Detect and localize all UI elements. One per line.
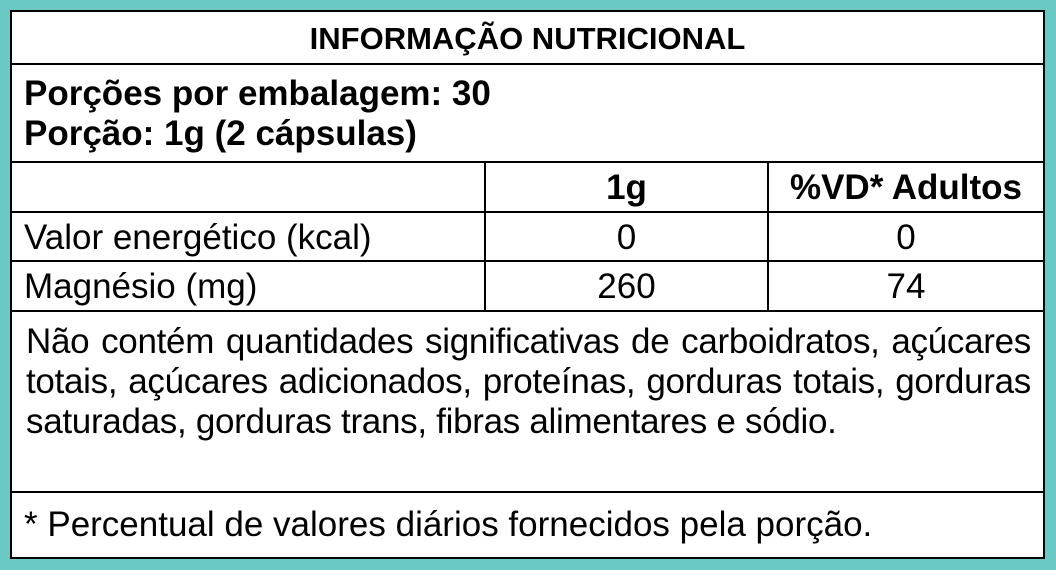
nutrition-facts-label: INFORMAÇÃO NUTRICIONAL Porções por embal… bbox=[10, 10, 1045, 559]
serving-info: Porções por embalagem: 30 Porção: 1g (2 … bbox=[12, 65, 1043, 163]
table-row: Magnésio (mg) 260 74 bbox=[12, 262, 1043, 312]
nutrient-daily-value: 74 bbox=[886, 267, 926, 306]
nutrient-daily-value: 0 bbox=[896, 218, 916, 257]
header-daily-value: %VD* Adultos bbox=[789, 168, 1023, 207]
servings-per-package: Porções por embalagem: 30 bbox=[24, 74, 491, 113]
nutrient-name: Magnésio (mg) bbox=[12, 262, 486, 310]
nutrient-amount: 260 bbox=[486, 262, 769, 310]
insignificant-nutrients-note: Não contém quantidades significativas de… bbox=[12, 312, 1043, 493]
table-header: 1g %VD* Adultos bbox=[12, 163, 1043, 213]
header-amount: 1g bbox=[486, 163, 769, 211]
header-nutrient bbox=[12, 163, 486, 211]
nutrient-name: Valor energético (kcal) bbox=[12, 213, 486, 260]
nutrient-amount: 0 bbox=[486, 213, 769, 260]
serving-size: Porção: 1g (2 cápsulas) bbox=[24, 114, 417, 153]
table-row: Valor energético (kcal) 0 0 bbox=[12, 213, 1043, 262]
daily-value-footnote: * Percentual de valores diários fornecid… bbox=[24, 505, 873, 544]
label-title: INFORMAÇÃO NUTRICIONAL bbox=[12, 12, 1043, 65]
